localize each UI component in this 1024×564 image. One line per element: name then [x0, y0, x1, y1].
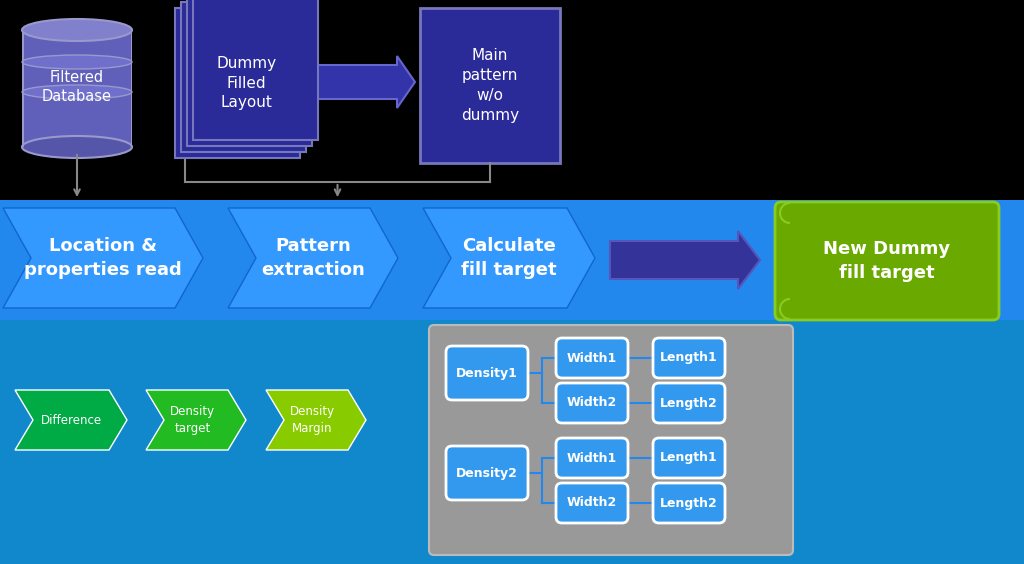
- Text: Width2: Width2: [567, 396, 617, 409]
- Bar: [193, 0, 318, 140]
- Bar: [175, 8, 300, 158]
- FancyBboxPatch shape: [446, 346, 528, 400]
- Text: Width1: Width1: [567, 452, 617, 465]
- Text: Width1: Width1: [567, 351, 617, 364]
- Text: Length1: Length1: [660, 351, 718, 364]
- Polygon shape: [3, 208, 203, 308]
- Ellipse shape: [22, 136, 132, 158]
- FancyBboxPatch shape: [556, 438, 628, 478]
- Text: Width2: Width2: [567, 496, 617, 509]
- Text: Difference: Difference: [40, 413, 101, 426]
- Text: Filtered
Database: Filtered Database: [42, 69, 112, 104]
- Polygon shape: [315, 56, 415, 108]
- Polygon shape: [146, 390, 246, 450]
- Bar: [0, 200, 1024, 320]
- Text: Calculate
fill target: Calculate fill target: [461, 237, 557, 279]
- FancyBboxPatch shape: [653, 438, 725, 478]
- Polygon shape: [228, 208, 398, 308]
- FancyBboxPatch shape: [775, 202, 999, 320]
- Bar: [0, 320, 1024, 564]
- Ellipse shape: [22, 55, 132, 69]
- Text: Density1: Density1: [456, 367, 518, 380]
- FancyBboxPatch shape: [653, 483, 725, 523]
- Bar: [22, 30, 132, 147]
- Ellipse shape: [22, 85, 132, 99]
- Ellipse shape: [22, 19, 132, 41]
- FancyBboxPatch shape: [653, 383, 725, 423]
- Polygon shape: [423, 208, 595, 308]
- Text: Dummy
Filled
Layout: Dummy Filled Layout: [216, 56, 276, 111]
- Text: Pattern
extraction: Pattern extraction: [261, 237, 365, 279]
- FancyBboxPatch shape: [446, 446, 528, 500]
- FancyBboxPatch shape: [429, 325, 793, 555]
- Bar: [420, 8, 560, 163]
- Text: Length1: Length1: [660, 452, 718, 465]
- Text: Density
Margin: Density Margin: [290, 405, 335, 435]
- Text: Length2: Length2: [660, 396, 718, 409]
- Text: Main
pattern
w/o
dummy: Main pattern w/o dummy: [461, 49, 519, 123]
- Bar: [187, 0, 312, 146]
- Text: New Dummy
fill target: New Dummy fill target: [823, 240, 950, 282]
- FancyBboxPatch shape: [556, 338, 628, 378]
- Polygon shape: [610, 231, 760, 289]
- Bar: [130, 30, 132, 147]
- Polygon shape: [266, 390, 366, 450]
- Bar: [181, 2, 306, 152]
- Text: Location &
properties read: Location & properties read: [25, 237, 182, 279]
- FancyBboxPatch shape: [653, 338, 725, 378]
- FancyBboxPatch shape: [556, 383, 628, 423]
- Polygon shape: [15, 390, 127, 450]
- Text: Density2: Density2: [456, 466, 518, 479]
- Text: Length2: Length2: [660, 496, 718, 509]
- Bar: [22, 30, 24, 147]
- FancyBboxPatch shape: [556, 483, 628, 523]
- Text: Density
target: Density target: [170, 405, 215, 435]
- Polygon shape: [355, 320, 595, 344]
